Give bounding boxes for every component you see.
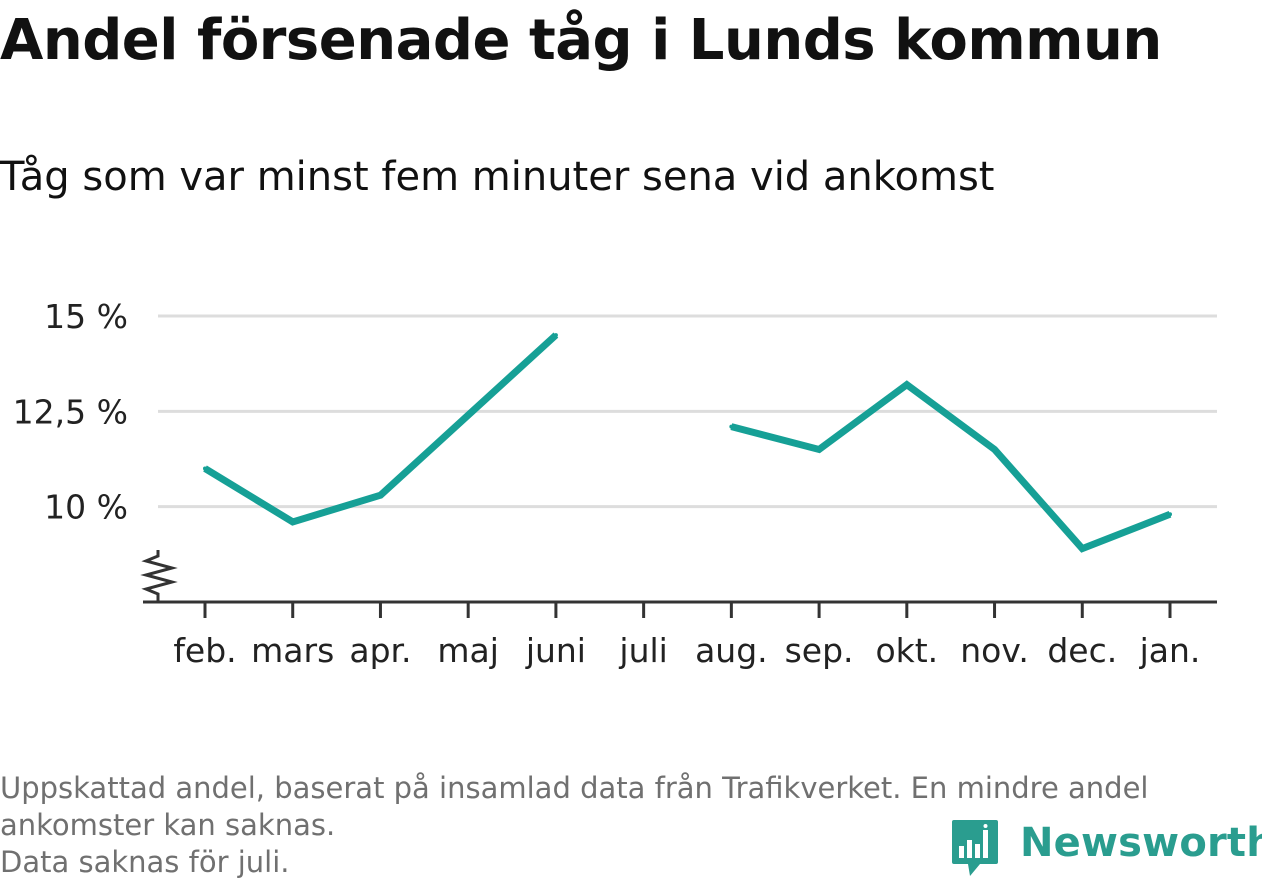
brand-name: Newsworthy	[1020, 820, 1262, 866]
data-point	[904, 382, 909, 387]
x-tick-label: okt.	[875, 631, 938, 670]
newsworthy-chart-icon	[952, 820, 998, 876]
y-axis-break-icon	[140, 550, 178, 602]
chart-subtitle: Tåg som var minst fem minuter sena vid a…	[0, 154, 995, 200]
x-tick-label: maj	[437, 631, 499, 670]
data-point	[992, 447, 997, 452]
footnote-source: Uppskattad andel, baserat på insamlad da…	[0, 771, 1149, 842]
data-point	[378, 493, 383, 498]
data-point	[729, 424, 734, 429]
x-tick-label: jan.	[1139, 631, 1201, 670]
y-tick-label: 12,5 %	[13, 392, 128, 431]
x-tick-label: juli	[618, 631, 667, 670]
chart-footnote: Uppskattad andel, baserat på insamlad da…	[0, 770, 1250, 881]
chart-title: Andel försenade tåg i Lunds kommun	[0, 8, 1162, 73]
data-point	[1080, 546, 1085, 551]
y-tick-label: 15 %	[44, 297, 128, 336]
footnote-missing-data: Data saknas för juli.	[0, 845, 290, 879]
x-tick-label: dec.	[1047, 631, 1117, 670]
x-tick-label: aug.	[695, 631, 768, 670]
y-tick-label: 10 %	[44, 488, 128, 527]
x-tick-label: nov.	[960, 631, 1029, 670]
data-point	[817, 447, 822, 452]
x-tick-label: feb.	[173, 631, 236, 670]
data-point	[553, 333, 558, 338]
data-point	[1168, 512, 1172, 517]
x-tick-label: juni	[525, 631, 586, 670]
brand-logo[interactable]: Newsworthy	[950, 818, 1262, 878]
x-tick-label: sep.	[785, 631, 854, 670]
series-line-segment-1	[730, 380, 1172, 553]
x-tick-label: mars	[251, 631, 334, 670]
x-tick-label: apr.	[349, 631, 411, 670]
data-point	[203, 466, 207, 471]
data-point	[466, 413, 471, 418]
data-point	[290, 519, 295, 524]
